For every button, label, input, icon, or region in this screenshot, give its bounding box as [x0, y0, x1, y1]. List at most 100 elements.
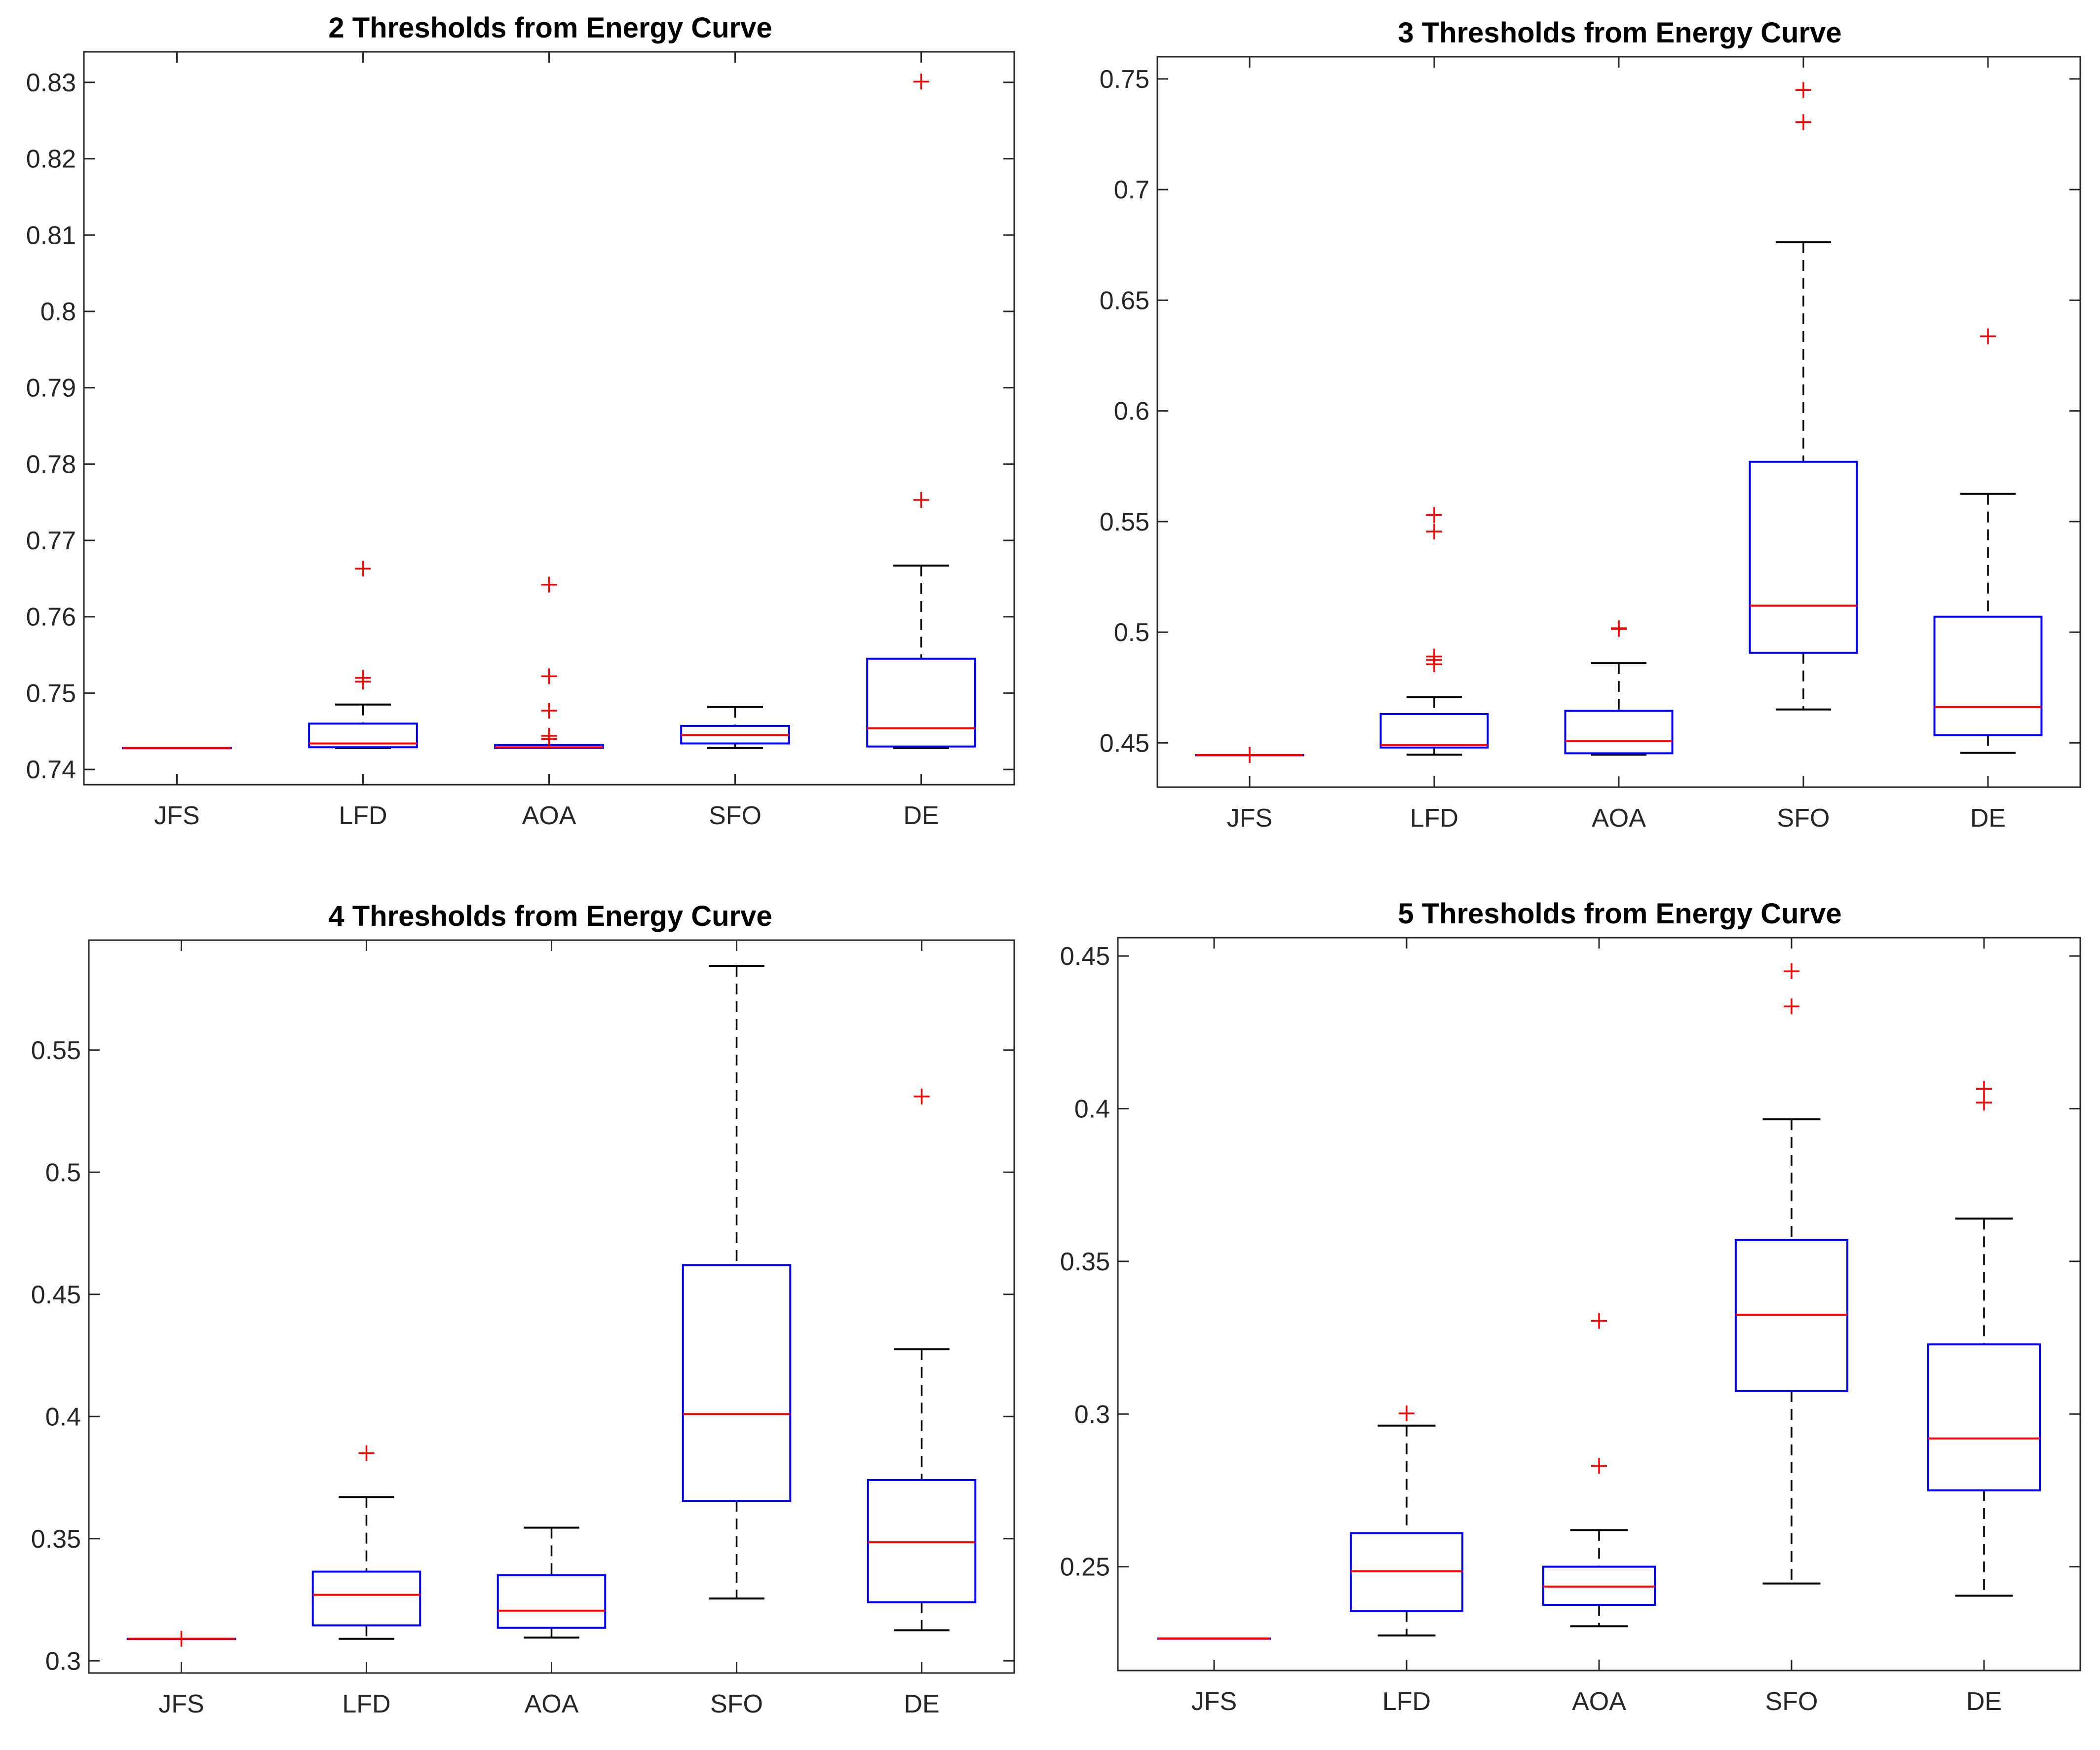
x-axis-labels: JFS LFD AOA SFO DE	[154, 801, 939, 830]
iqr-box	[311, 1570, 421, 1627]
iqr-box	[1933, 615, 2043, 736]
x-tick-label: SFO	[709, 801, 762, 830]
box-aoa	[1542, 1313, 1656, 1628]
plot-area	[1156, 56, 2081, 788]
x-tick-label: AOA	[1592, 804, 1646, 833]
outlier-marker	[541, 668, 557, 685]
y-tick-label: 0.77	[26, 527, 76, 555]
outlier-marker	[1591, 1458, 1607, 1474]
axes-frame	[1156, 56, 2081, 788]
y-tick-label: 0.79	[26, 374, 76, 403]
chart-title: 3 Thresholds from Energy Curve	[1398, 17, 1841, 49]
box-de	[866, 74, 976, 749]
x-tick-label: DE	[904, 1690, 939, 1718]
y-axis-labels: 0.25 0.3 0.35 0.4 0.45	[1060, 942, 1110, 1582]
outlier-marker	[1976, 1095, 1992, 1111]
outlier-marker	[358, 1445, 375, 1461]
y-tick-label: 0.65	[1100, 286, 1149, 315]
iqr-box	[496, 1574, 607, 1629]
box-de	[867, 1088, 977, 1632]
outlier-marker	[1242, 747, 1258, 763]
y-tick-label: 0.5	[45, 1158, 81, 1187]
iqr-box	[308, 723, 418, 749]
plot-area	[1117, 937, 2081, 1672]
chart-panel-4-thresholds: 4 Thresholds from Energy Curve JFS LFD A…	[31, 900, 1015, 1718]
x-tick-label: JFS	[158, 1690, 204, 1718]
y-tick-label: 0.35	[31, 1525, 81, 1554]
outlier-marker	[1426, 507, 1442, 523]
iqr-box	[682, 1264, 792, 1502]
outlier-marker	[1426, 648, 1442, 665]
outlier-marker	[1591, 1313, 1607, 1329]
y-tick-label: 0.8	[40, 298, 76, 326]
plot-area	[83, 51, 1015, 786]
box-lfd	[311, 1445, 421, 1640]
axes-frame	[88, 939, 1015, 1674]
box-aoa	[496, 1526, 607, 1639]
box-lfd	[1379, 507, 1489, 756]
x-tick-label: LFD	[342, 1690, 390, 1718]
iqr-box	[867, 1479, 977, 1603]
x-axis-labels: JFS LFD AOA SFO DE	[1191, 1687, 2002, 1716]
outlier-marker	[1399, 1406, 1414, 1422]
box-lfd	[308, 561, 418, 749]
y-tick-label: 0.75	[26, 679, 76, 708]
y-tick-label: 0.82	[26, 145, 76, 174]
y-tick-label: 0.75	[1100, 65, 1149, 94]
y-tick-label: 0.83	[26, 69, 76, 97]
outlier-marker	[1980, 328, 1996, 344]
x-tick-label: SFO	[1777, 804, 1830, 833]
y-tick-label: 0.3	[45, 1647, 81, 1675]
chart-panel-5-thresholds: 5 Thresholds from Energy Curve JFS LFD A…	[1060, 898, 2081, 1716]
outlier-marker	[541, 728, 557, 744]
x-tick-label: AOA	[522, 801, 576, 830]
outlier-marker	[541, 702, 557, 719]
box-sfo	[1734, 963, 1849, 1585]
y-tick-label: 0.81	[26, 221, 76, 250]
outlier-marker	[1784, 998, 1799, 1015]
outlier-marker	[1611, 620, 1627, 636]
iqr-box	[1927, 1343, 2041, 1491]
x-tick-label: DE	[1966, 1687, 2002, 1716]
axes-frame	[1117, 937, 2081, 1672]
y-tick-label: 0.55	[31, 1036, 81, 1065]
y-tick-label: 0.4	[1074, 1095, 1110, 1124]
x-tick-label: DE	[903, 801, 939, 830]
outlier-marker	[355, 670, 371, 686]
chart-panel-3-thresholds: 3 Thresholds from Energy Curve JFS LFD A…	[1100, 17, 2081, 833]
x-tick-label: JFS	[154, 801, 199, 830]
y-tick-label: 0.55	[1100, 508, 1149, 536]
x-axis-labels: JFS LFD AOA SFO DE	[158, 1690, 939, 1718]
chart-panel-2-thresholds: 2 Thresholds from Energy Curve JFS LFD A…	[26, 12, 1015, 830]
chart-title: 4 Thresholds from Energy Curve	[328, 900, 772, 932]
box-jfs	[1195, 747, 1304, 763]
iqr-box	[1749, 460, 1858, 654]
outlier-marker	[913, 492, 929, 508]
outlier-marker	[541, 576, 557, 593]
outlier-marker	[1784, 963, 1799, 980]
y-tick-label: 0.4	[45, 1403, 81, 1431]
x-tick-label: LFD	[1382, 1687, 1431, 1716]
x-tick-label: AOA	[1572, 1687, 1626, 1716]
y-axis-labels: 0.45 0.5 0.55 0.6 0.65 0.7 0.75	[1100, 65, 1149, 758]
box-lfd	[1349, 1406, 1464, 1636]
y-tick-label: 0.3	[1074, 1400, 1110, 1429]
x-tick-label: SFO	[710, 1690, 763, 1718]
iqr-box	[1564, 710, 1674, 755]
x-tick-label: JFS	[1191, 1687, 1237, 1716]
box-de	[1933, 328, 2043, 754]
outlier-marker	[1795, 82, 1811, 98]
x-tick-label: DE	[1970, 804, 2006, 833]
chart-title: 2 Thresholds from Energy Curve	[328, 12, 772, 44]
y-tick-label: 0.45	[1100, 729, 1149, 758]
box-sfo	[682, 964, 792, 1600]
outlier-marker	[1795, 114, 1811, 130]
box-aoa	[1564, 620, 1674, 756]
outlier-marker	[914, 1088, 930, 1104]
y-tick-label: 0.78	[26, 450, 76, 479]
x-tick-label: LFD	[1410, 804, 1458, 833]
y-tick-label: 0.6	[1114, 397, 1149, 426]
y-tick-label: 0.5	[1114, 618, 1149, 647]
x-tick-label: LFD	[339, 801, 387, 830]
